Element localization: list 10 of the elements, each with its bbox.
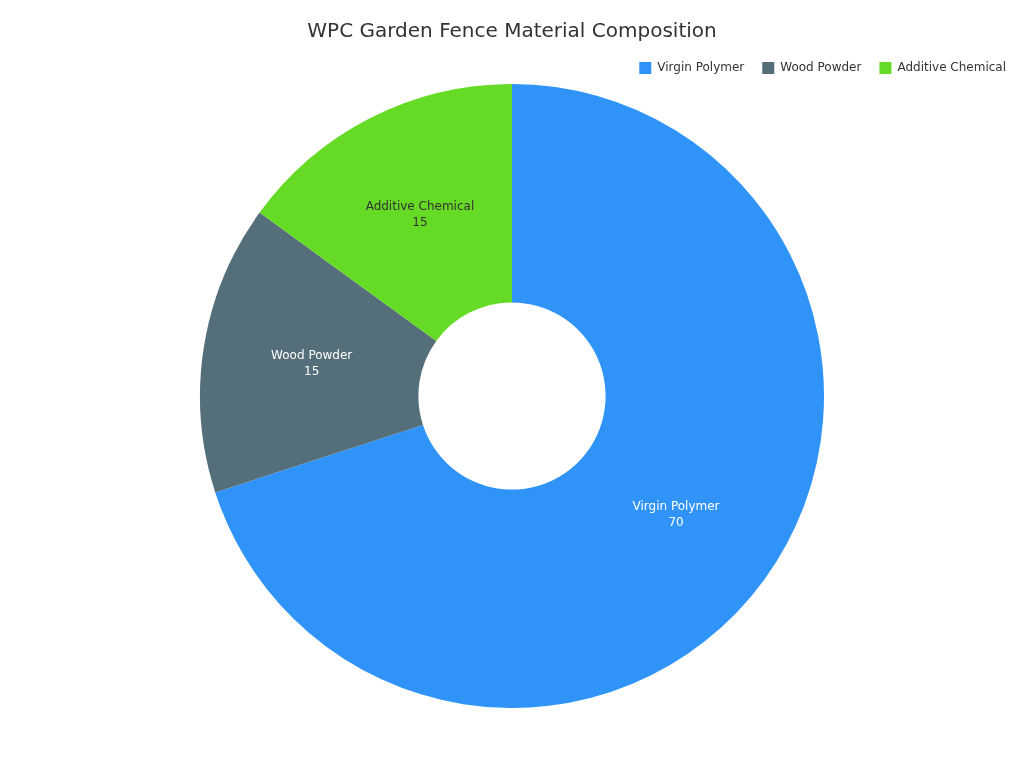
- data-label: 15: [304, 364, 320, 379]
- data-label: 70: [668, 515, 684, 530]
- slice-label: Additive Chemical: [365, 199, 475, 214]
- legend-label: Additive Chemical: [897, 60, 1007, 75]
- slice-label: Virgin Polymer: [632, 499, 720, 514]
- data-label: 15: [412, 215, 428, 230]
- legend-label: Virgin Polymer: [657, 60, 745, 75]
- legend-label: Wood Powder: [780, 60, 862, 75]
- chart-title: WPC Garden Fence Material Composition: [307, 18, 717, 43]
- slice-label: Wood Powder: [271, 348, 353, 363]
